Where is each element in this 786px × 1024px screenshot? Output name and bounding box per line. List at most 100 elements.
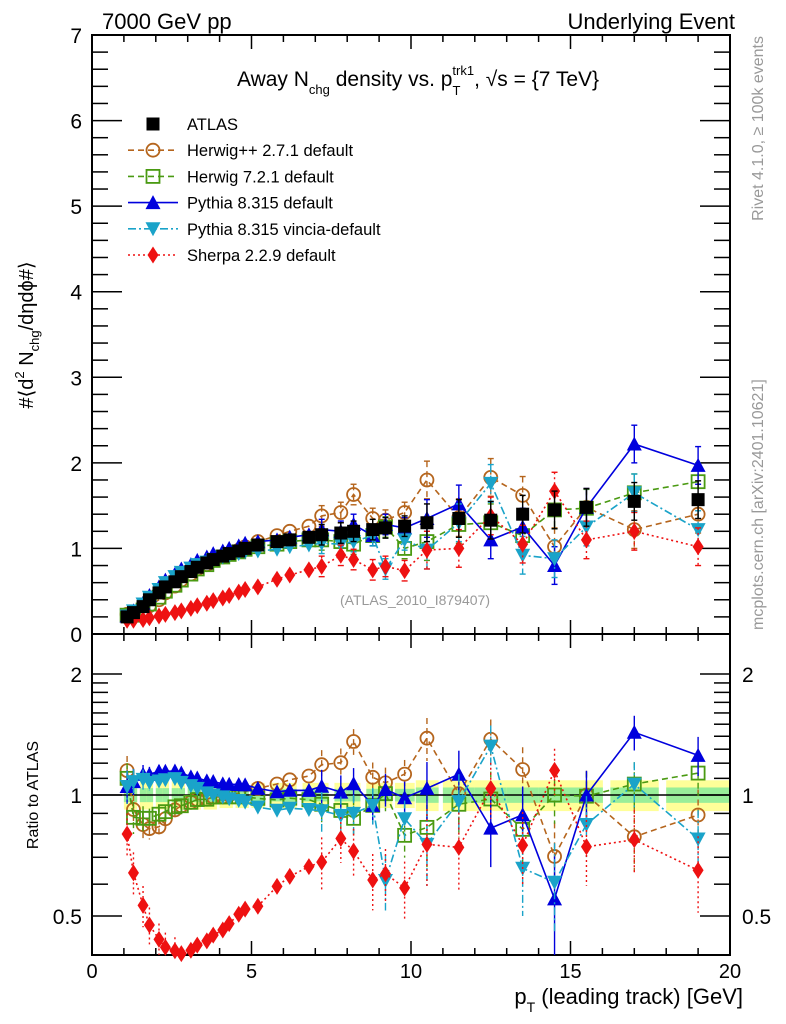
y-tick-label: 4 bbox=[70, 282, 82, 305]
data-point bbox=[251, 538, 265, 552]
ratio-series-line bbox=[126, 731, 699, 902]
upper-frame: 0 1 2 3 4 5 6 7 bbox=[70, 25, 731, 647]
ratio-data-point bbox=[626, 777, 642, 792]
rivet-label: Rivet 4.1.0, ≥ 100k events bbox=[750, 36, 767, 221]
data-point bbox=[283, 533, 297, 547]
ratio-data-point bbox=[237, 795, 253, 810]
ratio-data-point bbox=[239, 900, 251, 918]
ratio-data-point bbox=[127, 864, 139, 882]
legend-item: Pythia 8.315 vincia-default bbox=[128, 221, 381, 239]
legend-item: Herwig 7.2.1 default bbox=[128, 168, 334, 186]
data-point bbox=[159, 605, 171, 623]
data-point bbox=[453, 539, 465, 557]
data-point bbox=[238, 541, 252, 555]
ratio-data-point bbox=[269, 803, 285, 818]
series-line bbox=[126, 443, 699, 617]
ratio-data-point bbox=[346, 734, 361, 749]
ratio-data-point bbox=[690, 832, 706, 847]
y-tick-label: 1 bbox=[70, 538, 82, 561]
ratio-tick-label-left: 2 bbox=[70, 664, 82, 687]
ratio-series-sherpa-2-2-9-default bbox=[121, 748, 704, 963]
x-tick-labels: 0 5 10 15 20 bbox=[86, 961, 741, 983]
ratio-data-point bbox=[314, 778, 330, 793]
data-point bbox=[347, 524, 361, 538]
data-point bbox=[626, 436, 642, 451]
chart-title: Away Nchg density vs. pTtrk1, √s = {7 Te… bbox=[237, 63, 599, 98]
ratio-data-point bbox=[549, 761, 561, 779]
data-point bbox=[315, 528, 329, 542]
ratio-data-point bbox=[282, 782, 298, 797]
legend-marker bbox=[145, 168, 161, 184]
data-point bbox=[579, 500, 593, 514]
ratio-data-point bbox=[221, 776, 237, 791]
ratio-data-point bbox=[547, 875, 563, 890]
data-point bbox=[348, 551, 360, 569]
ratio-data-point bbox=[346, 806, 362, 821]
data-point bbox=[580, 531, 592, 549]
ratio-data-point bbox=[282, 801, 298, 816]
data-point bbox=[516, 507, 530, 521]
ratio-data-point bbox=[301, 782, 317, 797]
data-point bbox=[284, 566, 296, 584]
data-point bbox=[399, 562, 411, 580]
ratio-data-point bbox=[250, 800, 266, 815]
ratio-data-point bbox=[316, 853, 328, 871]
ratio-data-point bbox=[348, 842, 360, 860]
y-tick-label: 6 bbox=[70, 111, 82, 134]
svg-text:#⟨d2 Nchg/dηdϕ#⟩: #⟨d2 Nchg/dηdϕ#⟩ bbox=[12, 261, 42, 408]
ratio-data-point bbox=[141, 775, 157, 790]
header-right: Underlying Event bbox=[567, 9, 735, 34]
ratio-data-point bbox=[515, 807, 531, 822]
ratio-data-point bbox=[237, 777, 253, 792]
x-tick-label: 0 bbox=[86, 961, 97, 983]
ratio-data-point bbox=[121, 825, 133, 843]
legend-label: Pythia 8.315 vincia-default bbox=[187, 221, 381, 239]
data-point bbox=[547, 552, 563, 567]
header-left: 7000 GeV pp bbox=[102, 9, 232, 34]
data-point bbox=[333, 505, 349, 520]
ratio-data-point bbox=[271, 877, 283, 895]
data-point bbox=[484, 513, 498, 527]
data-point bbox=[483, 476, 499, 491]
data-point bbox=[690, 523, 706, 538]
ratio-data-point bbox=[252, 897, 264, 915]
ratio-data-point bbox=[397, 766, 413, 782]
legend-marker bbox=[145, 222, 161, 237]
legend-marker bbox=[145, 195, 161, 210]
ratio-data-point bbox=[578, 787, 594, 802]
data-point bbox=[252, 578, 264, 596]
y-tick-label: 0 bbox=[70, 624, 82, 647]
ratio-data-point bbox=[301, 768, 317, 784]
legend-marker bbox=[146, 117, 160, 131]
ratio-data-point bbox=[690, 747, 706, 762]
ratio-series-line bbox=[126, 768, 699, 955]
legend-label: ATLAS bbox=[187, 116, 238, 134]
data-point bbox=[334, 526, 348, 540]
ratio-tick-label-right: 0.5 bbox=[742, 906, 771, 929]
mcplots-label: mcplots.cern.ch [arXiv:2401.10621] bbox=[750, 379, 767, 630]
x-tick-label: 15 bbox=[559, 961, 581, 983]
data-point bbox=[366, 523, 380, 537]
ratio-data-point bbox=[453, 838, 465, 856]
legend-item: Pythia 8.315 default bbox=[128, 195, 333, 213]
ratio-tick-label-left: 1 bbox=[70, 785, 82, 808]
data-point bbox=[420, 516, 434, 530]
ratio-tick-label-right: 1 bbox=[742, 785, 754, 808]
ratio-frame: 0.5 0.5 1 1 2 2 bbox=[53, 633, 771, 956]
ratio-data-point bbox=[137, 896, 149, 914]
ratio-data-point bbox=[367, 871, 379, 889]
ratio-data-point bbox=[205, 773, 221, 788]
data-point bbox=[316, 557, 328, 575]
ratio-series-pythia-8-315-default bbox=[119, 715, 706, 955]
ratio-data-point bbox=[628, 831, 640, 849]
legend-label: Herwig++ 2.7.1 default bbox=[187, 142, 353, 160]
upper-series-layer bbox=[119, 424, 706, 629]
ratio-data-point bbox=[157, 804, 173, 820]
legend-label: Pythia 8.315 default bbox=[187, 195, 333, 213]
ratio-data-point bbox=[451, 766, 467, 781]
ratio-tick-label-right: 2 bbox=[742, 664, 754, 687]
ratio-data-point bbox=[333, 808, 349, 823]
data-point bbox=[627, 494, 641, 508]
ratio-data-point bbox=[515, 762, 531, 777]
ratio-data-point bbox=[250, 780, 266, 795]
